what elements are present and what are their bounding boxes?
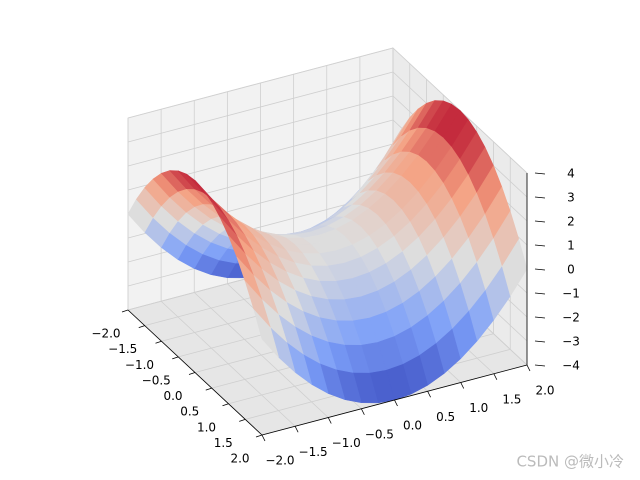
y-tick xyxy=(294,426,299,433)
z-tick xyxy=(534,268,546,271)
x-tick-label: −1.0 xyxy=(125,358,154,372)
axes: −2.0−1.5−1.0−0.50.00.51.01.52.0 −2.0−1.5−… xyxy=(91,167,579,468)
x-tick xyxy=(172,356,179,360)
z-tick xyxy=(534,172,546,175)
x-tick-label: 0.0 xyxy=(163,389,182,403)
x-tick-label: −1.5 xyxy=(108,342,137,356)
x-tick xyxy=(222,403,229,407)
x-tick-label: −0.5 xyxy=(142,373,171,387)
x-tick-label: 1.5 xyxy=(214,436,233,450)
z-tick xyxy=(534,220,546,223)
y-tick-label: −0.5 xyxy=(365,427,394,441)
y-tick-label: −2.0 xyxy=(265,454,294,468)
z-tick xyxy=(534,316,546,319)
x-tick xyxy=(255,434,263,438)
y-tick xyxy=(394,399,398,407)
z-tick xyxy=(534,244,546,247)
x-tick xyxy=(155,340,162,344)
y-tick xyxy=(427,391,431,398)
y-tick xyxy=(460,382,465,389)
z-tick-label: −3 xyxy=(562,335,580,349)
y-tick-label: 2.0 xyxy=(535,384,554,398)
y-tick xyxy=(493,373,498,380)
x-tick-label: 0.5 xyxy=(180,405,199,419)
y-tick-label: 0.5 xyxy=(436,410,455,424)
y-tick xyxy=(361,408,365,415)
z-tick-label: 2 xyxy=(567,215,575,229)
watermark: CSDN @微小冷 xyxy=(516,453,624,471)
x-tick xyxy=(121,309,129,313)
z-tick-label: −4 xyxy=(562,359,580,373)
x-tick-label: −2.0 xyxy=(91,327,120,341)
z-tick xyxy=(534,340,546,343)
y-tick xyxy=(261,434,266,442)
surface-patch xyxy=(493,211,519,266)
y-tick-label: 0.0 xyxy=(403,419,422,433)
x-tick xyxy=(205,387,212,391)
x-tick-label: 1.0 xyxy=(197,420,216,434)
z-tick-label: 0 xyxy=(567,263,575,277)
surface xyxy=(127,100,528,404)
x-tick xyxy=(138,325,145,329)
y-tick xyxy=(526,364,531,372)
z-tick-label: 1 xyxy=(567,239,575,253)
grid-line xyxy=(127,47,394,119)
z-tick-label: 3 xyxy=(567,191,575,205)
x-tick xyxy=(188,372,196,375)
y-tick-label: −1.5 xyxy=(299,445,328,459)
z-tick xyxy=(534,292,546,295)
grid-line xyxy=(127,71,394,143)
grid-line xyxy=(160,300,296,427)
x-tick xyxy=(239,418,246,422)
grid-line xyxy=(127,95,394,167)
y-tick-label: −1.0 xyxy=(332,436,361,450)
grid-line xyxy=(193,292,329,418)
z-tick-label: −2 xyxy=(562,311,580,325)
y-tick-label: 1.5 xyxy=(502,392,521,406)
z-tick-label: 4 xyxy=(567,167,575,181)
surface-patch xyxy=(244,281,271,328)
y-tick-label: 1.0 xyxy=(469,401,488,415)
x-tick-label: 2.0 xyxy=(230,452,249,466)
z-tick xyxy=(534,364,546,367)
y-tick xyxy=(327,417,332,424)
z-tick xyxy=(534,196,546,199)
z-tick-label: −1 xyxy=(562,287,580,301)
